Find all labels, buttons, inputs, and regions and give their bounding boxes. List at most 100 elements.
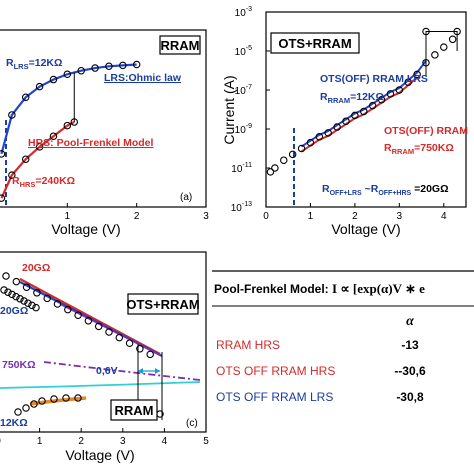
panel-c-x-tick-label: 4: [162, 436, 168, 447]
panel-b: 0 1 2 3 4 10-3 10-5 10-7 10-9 10-11 10-13 OTS+RRAM…: [221, 6, 468, 237]
panel-a-x-ticks: 1 2 3: [65, 203, 209, 222]
panel-b-xlabel: Voltage (V): [331, 221, 400, 237]
panel-c-marks: [0, 272, 201, 420]
pool-frenkel-table: Pool-Frenkel Model: I ∝ [exp(α)V ∗ e α R…: [212, 270, 474, 404]
panel-b-point: [386, 90, 395, 98]
panel-b-x-tick-label: 0: [263, 211, 269, 222]
panel-a-hrs-curve: [0, 121, 75, 199]
panel-b-y-tick-label: 10-7: [235, 84, 252, 97]
annot-ots-off-hrs: OTS(OFF) RRAM: [384, 125, 468, 137]
panel-a-lrs-point: [77, 66, 85, 75]
annot-r-off: ROFF+LRS ~ROFF+HRS =20GΩ: [322, 183, 449, 197]
panel-a-hrs-point: [70, 118, 79, 126]
panel-b-marks: [266, 27, 461, 176]
panel-c-box-bottom: [110, 399, 158, 421]
panel-c-point: [14, 408, 22, 416]
panel-c-x-tick-label: 3: [120, 436, 126, 447]
panel-b-point: [306, 138, 315, 147]
panel-c-point: [74, 311, 82, 319]
panel-a-box-label: RRAM: [161, 38, 200, 53]
panel-c-point: [28, 301, 36, 310]
panel-b-y-tick-exponent: -9: [246, 123, 252, 130]
panel-c-750k-line: [43, 361, 201, 381]
panel-c-point: [64, 305, 72, 314]
panel-b-x-tick-label: 2: [352, 211, 358, 222]
panel-b-y-tick-label: 10-5: [235, 45, 252, 58]
panel-a-lrs-point: [35, 82, 44, 91]
panel-a-lrs-point: [119, 61, 127, 70]
panel-c-point: [22, 283, 31, 291]
panel-c-x-tick-label: 0: [0, 436, 1, 447]
panel-a-lrs-point: [105, 62, 113, 71]
panel-a-xlabel: Voltage (V): [51, 221, 120, 237]
panel-b-point: [448, 35, 457, 44]
panel-c-point: [105, 328, 113, 336]
annot-lrs-law: LRS:Ohmic law: [104, 72, 182, 84]
panel-a-lrs-point: [8, 111, 16, 119]
panel-c-point: [12, 292, 20, 301]
panel-b-point: [431, 51, 439, 59]
panel-b-frame: [265, 11, 467, 208]
annot-r-rram-lrs: RRRAM=12KΩ: [320, 91, 384, 105]
panel-c-point: [0, 286, 8, 294]
panel-b-y-tick-exponent: -11: [242, 162, 252, 169]
panel-c-xlabel: Voltage (V): [65, 447, 134, 463]
table-col-alpha: α: [406, 314, 414, 329]
panel-c-06v-arrow-head-right: [155, 368, 160, 374]
annot-r-hrs: RHRS=240KΩ: [12, 175, 75, 189]
panel-b-point: [404, 78, 412, 86]
annot-c-06v: 0,6V: [96, 365, 118, 377]
annot-hrs-model: HRS: Pool-Frenkel Model: [28, 137, 154, 149]
panel-a-hrs-point: [0, 194, 6, 202]
panel-b-point: [315, 133, 324, 141]
panel-c-point: [20, 297, 28, 305]
panel-b-point: [333, 123, 341, 131]
panel-c-cyan-line: [0, 381, 201, 389]
panel-a-lrs-point: [63, 70, 72, 79]
panel-c-point: [84, 317, 93, 325]
panel-c-point: [146, 350, 154, 359]
panel-c-point: [43, 294, 51, 303]
panel-b-point: [351, 111, 359, 120]
panel-a-lrs-curve: [0, 63, 137, 155]
panel-a-lrs-point: [91, 64, 99, 72]
annot-c-12k: 12KΩ: [0, 417, 28, 429]
panel-c-point: [50, 395, 58, 403]
panel-b-switch-loop: [425, 31, 458, 77]
panel-c-box-top-label: OTS+RRAM: [126, 297, 199, 312]
panel-b-point: [422, 27, 430, 36]
panel-a-frame: [0, 29, 207, 208]
panel-a-tag: (a): [180, 192, 192, 203]
panel-c-point: [12, 277, 21, 286]
panel-b-point: [395, 86, 404, 94]
panel-a: 1 2 3 RRAM RLRS=12KΩ LRS:Ohmic law HRS: Po…: [0, 29, 209, 237]
panel-b-x-tick-label: 3: [397, 211, 403, 222]
panel-b-box: [270, 32, 360, 54]
panel-c-x-tick-label: 1: [37, 436, 43, 447]
panel-a-hrs-point: [8, 171, 16, 179]
panel-b-point: [288, 150, 297, 159]
panel-c-point: [115, 333, 124, 342]
panel-c-point: [33, 289, 41, 297]
panel-b-y-tick-exponent: -3: [246, 6, 252, 13]
panel-c-box-top: [127, 293, 199, 315]
annot-c-20g-top: 20GΩ: [22, 262, 50, 274]
annot-r-lrs: RLRS=12KΩ: [6, 57, 62, 71]
panel-b-y-tick-exponent: -7: [246, 84, 252, 91]
panel-a-marks: [0, 60, 141, 202]
panel-c-x-tick-label: 2: [78, 436, 84, 447]
panel-b-y-tick-label: 10-9: [235, 123, 252, 136]
table-header: Pool-Frenkel Model: I ∝ [exp(α)V ∗ e: [214, 281, 425, 296]
panel-b-point: [360, 107, 368, 116]
table-row-label: OTS OFF RRAM HRS: [216, 364, 335, 378]
annot-ots-off-lrs: OTS(OFF) RRAM LRS: [320, 73, 428, 85]
panel-c-point: [16, 295, 24, 303]
panel-a-hrs-point: [35, 143, 44, 151]
panel-b-point: [280, 156, 288, 164]
panel-b-point: [324, 129, 332, 137]
panel-b-point: [297, 144, 306, 153]
panel-c-red-fit: [19, 278, 161, 355]
panel-b-ylabel: Current (A): [221, 75, 237, 144]
panel-c-point: [22, 404, 30, 412]
